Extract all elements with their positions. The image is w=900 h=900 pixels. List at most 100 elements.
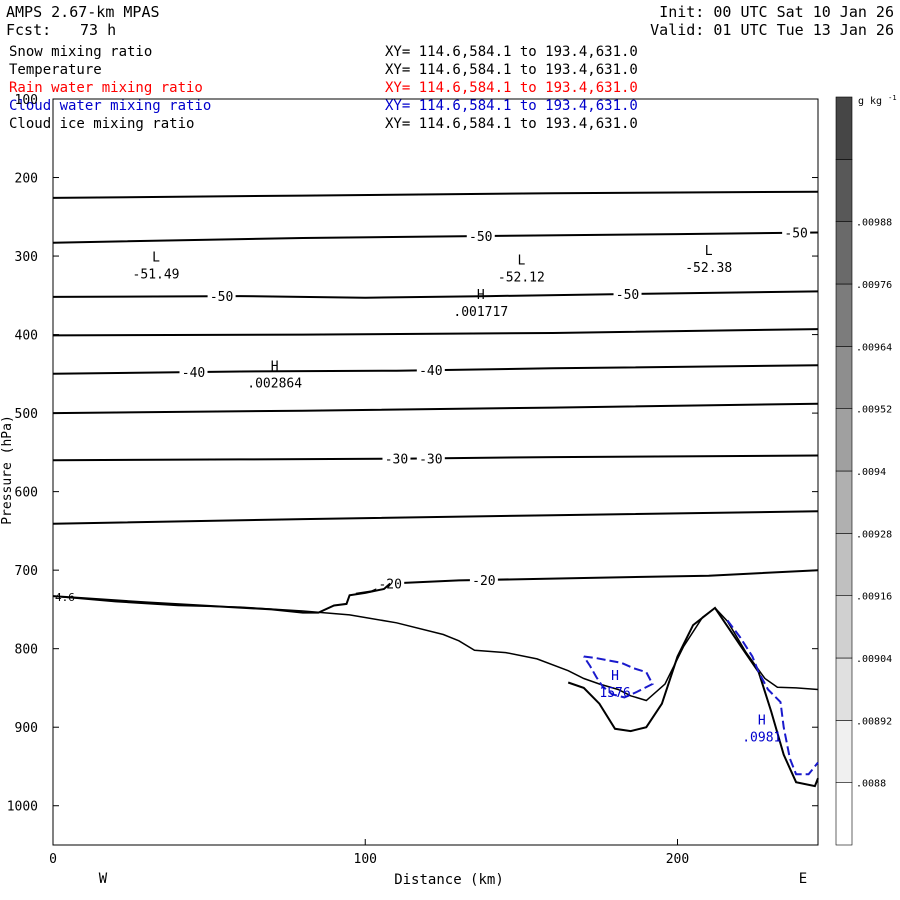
colorbar-swatch — [835, 96, 853, 160]
field-xy-rain: XY= 114.6,584.1 to 193.4,631.0 — [385, 80, 638, 96]
isotherm-label-bg — [416, 363, 445, 378]
isotherm-label-bg — [207, 289, 236, 304]
high-marker: H — [611, 669, 619, 684]
y-tick-label: 700 — [15, 564, 38, 579]
colorbar-swatch — [835, 657, 853, 721]
marker-value: -51.49 — [133, 267, 180, 282]
field-name-cloud-ice: Cloud ice mixing ratio — [9, 116, 195, 132]
edge-value-label: 4.6 — [55, 591, 75, 604]
low-marker: L — [705, 244, 713, 259]
isotherm-label-bg — [376, 576, 405, 591]
terrain-upper-line — [52, 595, 819, 702]
isotherm-line — [52, 290, 819, 299]
isotherm-line — [52, 231, 819, 244]
high-marker: H — [477, 288, 485, 303]
field-xy-snow: XY= 114.6,584.1 to 193.4,631.0 — [385, 44, 638, 60]
isotherm-label: -40 — [182, 366, 205, 381]
isotherm-label: -30 — [385, 453, 408, 468]
y-tick-label: 100 — [15, 93, 38, 108]
colorbar-swatch — [835, 720, 853, 783]
marker-value: .0981 — [742, 731, 781, 746]
colorbar-swatch — [835, 470, 853, 534]
y-tick-label: 300 — [15, 250, 38, 265]
marker-value: 1576 — [599, 686, 630, 701]
marker-value: .002864 — [247, 377, 302, 392]
isotherm-label-bg — [416, 451, 445, 466]
model-title: AMPS 2.67-km MPAS — [6, 3, 160, 21]
colorbar-level-label: .0094 — [856, 467, 886, 478]
isotherm-label-bg — [179, 365, 208, 380]
field-name-rain: Rain water mixing ratio — [9, 80, 203, 96]
field-name-cloud-water: Cloud water mixing ratio — [9, 98, 212, 114]
marker-value: -52.12 — [498, 271, 545, 286]
y-axis-label: Pressure (hPa) — [0, 415, 15, 525]
valid-time: Valid: 01 UTC Tue 13 Jan 26 — [650, 21, 894, 39]
colorbar-level-label: .00964 — [856, 342, 892, 353]
x-tick-label: 200 — [666, 852, 689, 867]
y-tick-label: 200 — [15, 172, 38, 187]
isotherm-label: -30 — [419, 452, 442, 467]
colorbar-level-label: .00952 — [856, 405, 892, 416]
cloud-water-contour — [582, 655, 654, 699]
field-xy-cloud-ice: XY= 114.6,584.1 to 193.4,631.0 — [385, 116, 638, 132]
colorbar-unit-base: g kg — [858, 96, 882, 107]
terrain-lower-line — [567, 606, 819, 788]
x-axis-label: Distance (km) — [394, 872, 504, 888]
forecast-label: Fcst: — [6, 21, 52, 39]
isotherm-line — [52, 582, 391, 614]
isotherm-label: -20 — [472, 574, 495, 589]
isotherm-line — [52, 402, 819, 415]
isotherm-label: -50 — [616, 288, 639, 303]
colorbar-swatch — [835, 595, 853, 659]
field-name-snow: Snow mixing ratio — [9, 44, 153, 60]
y-tick-label: 900 — [15, 721, 38, 736]
isotherm-line — [355, 569, 819, 595]
colorbar-level-label: .00916 — [856, 592, 892, 603]
colorbar-level-label: .00904 — [856, 654, 892, 665]
forecast-hours: 73 h — [80, 21, 117, 39]
colorbar-swatch — [835, 159, 853, 222]
y-tick-label: 800 — [15, 643, 38, 658]
colorbar-swatch — [835, 283, 853, 347]
isotherm-line — [52, 510, 819, 525]
colorbar-level-label: .00928 — [856, 529, 892, 540]
marker-value: .001717 — [453, 305, 508, 320]
colorbar-level-label: .00976 — [856, 280, 892, 291]
high-marker: H — [271, 360, 279, 375]
colorbar-level-label: .00892 — [856, 716, 892, 727]
isotherm-label: -40 — [419, 364, 442, 379]
init-time: Init: 00 UTC Sat 10 Jan 26 — [659, 3, 894, 21]
isotherm-line — [52, 190, 819, 199]
isotherm-label: -50 — [469, 230, 492, 245]
isotherm-label-bg — [469, 572, 498, 587]
isotherm-label-bg — [613, 287, 642, 302]
plot-frame — [52, 98, 819, 846]
east-end-label: E — [799, 871, 807, 887]
colorbar-level-label: .00988 — [856, 218, 892, 229]
field-xy-temperature: XY= 114.6,584.1 to 193.4,631.0 — [385, 62, 638, 78]
colorbar-swatch — [835, 221, 853, 285]
y-tick-label: 1000 — [7, 800, 38, 815]
y-tick-label: 400 — [15, 329, 38, 344]
low-marker: L — [152, 250, 160, 265]
x-tick-label: 0 — [49, 852, 57, 867]
isotherm-line — [52, 328, 819, 337]
colorbar-swatch — [835, 346, 853, 409]
colorbar-swatch — [835, 533, 853, 596]
marker-value: -52.38 — [685, 261, 732, 276]
field-xy-cloud-water: XY= 114.6,584.1 to 193.4,631.0 — [385, 98, 638, 114]
colorbar-swatch — [835, 408, 853, 472]
low-marker: L — [517, 254, 525, 269]
y-tick-label: 600 — [15, 486, 38, 501]
isotherm-label-bg — [782, 225, 811, 240]
colorbar-level-label: .0088 — [856, 779, 886, 790]
isotherm-label-bg — [382, 451, 411, 466]
isotherm-label: -50 — [210, 290, 233, 305]
colorbar-unit-exp: -1 — [888, 94, 896, 102]
colorbar-swatch — [835, 782, 853, 846]
x-tick-label: 100 — [354, 852, 377, 867]
west-end-label: W — [99, 871, 108, 887]
cloud-water-contour — [726, 619, 819, 776]
field-name-temperature: Temperature — [9, 62, 102, 78]
